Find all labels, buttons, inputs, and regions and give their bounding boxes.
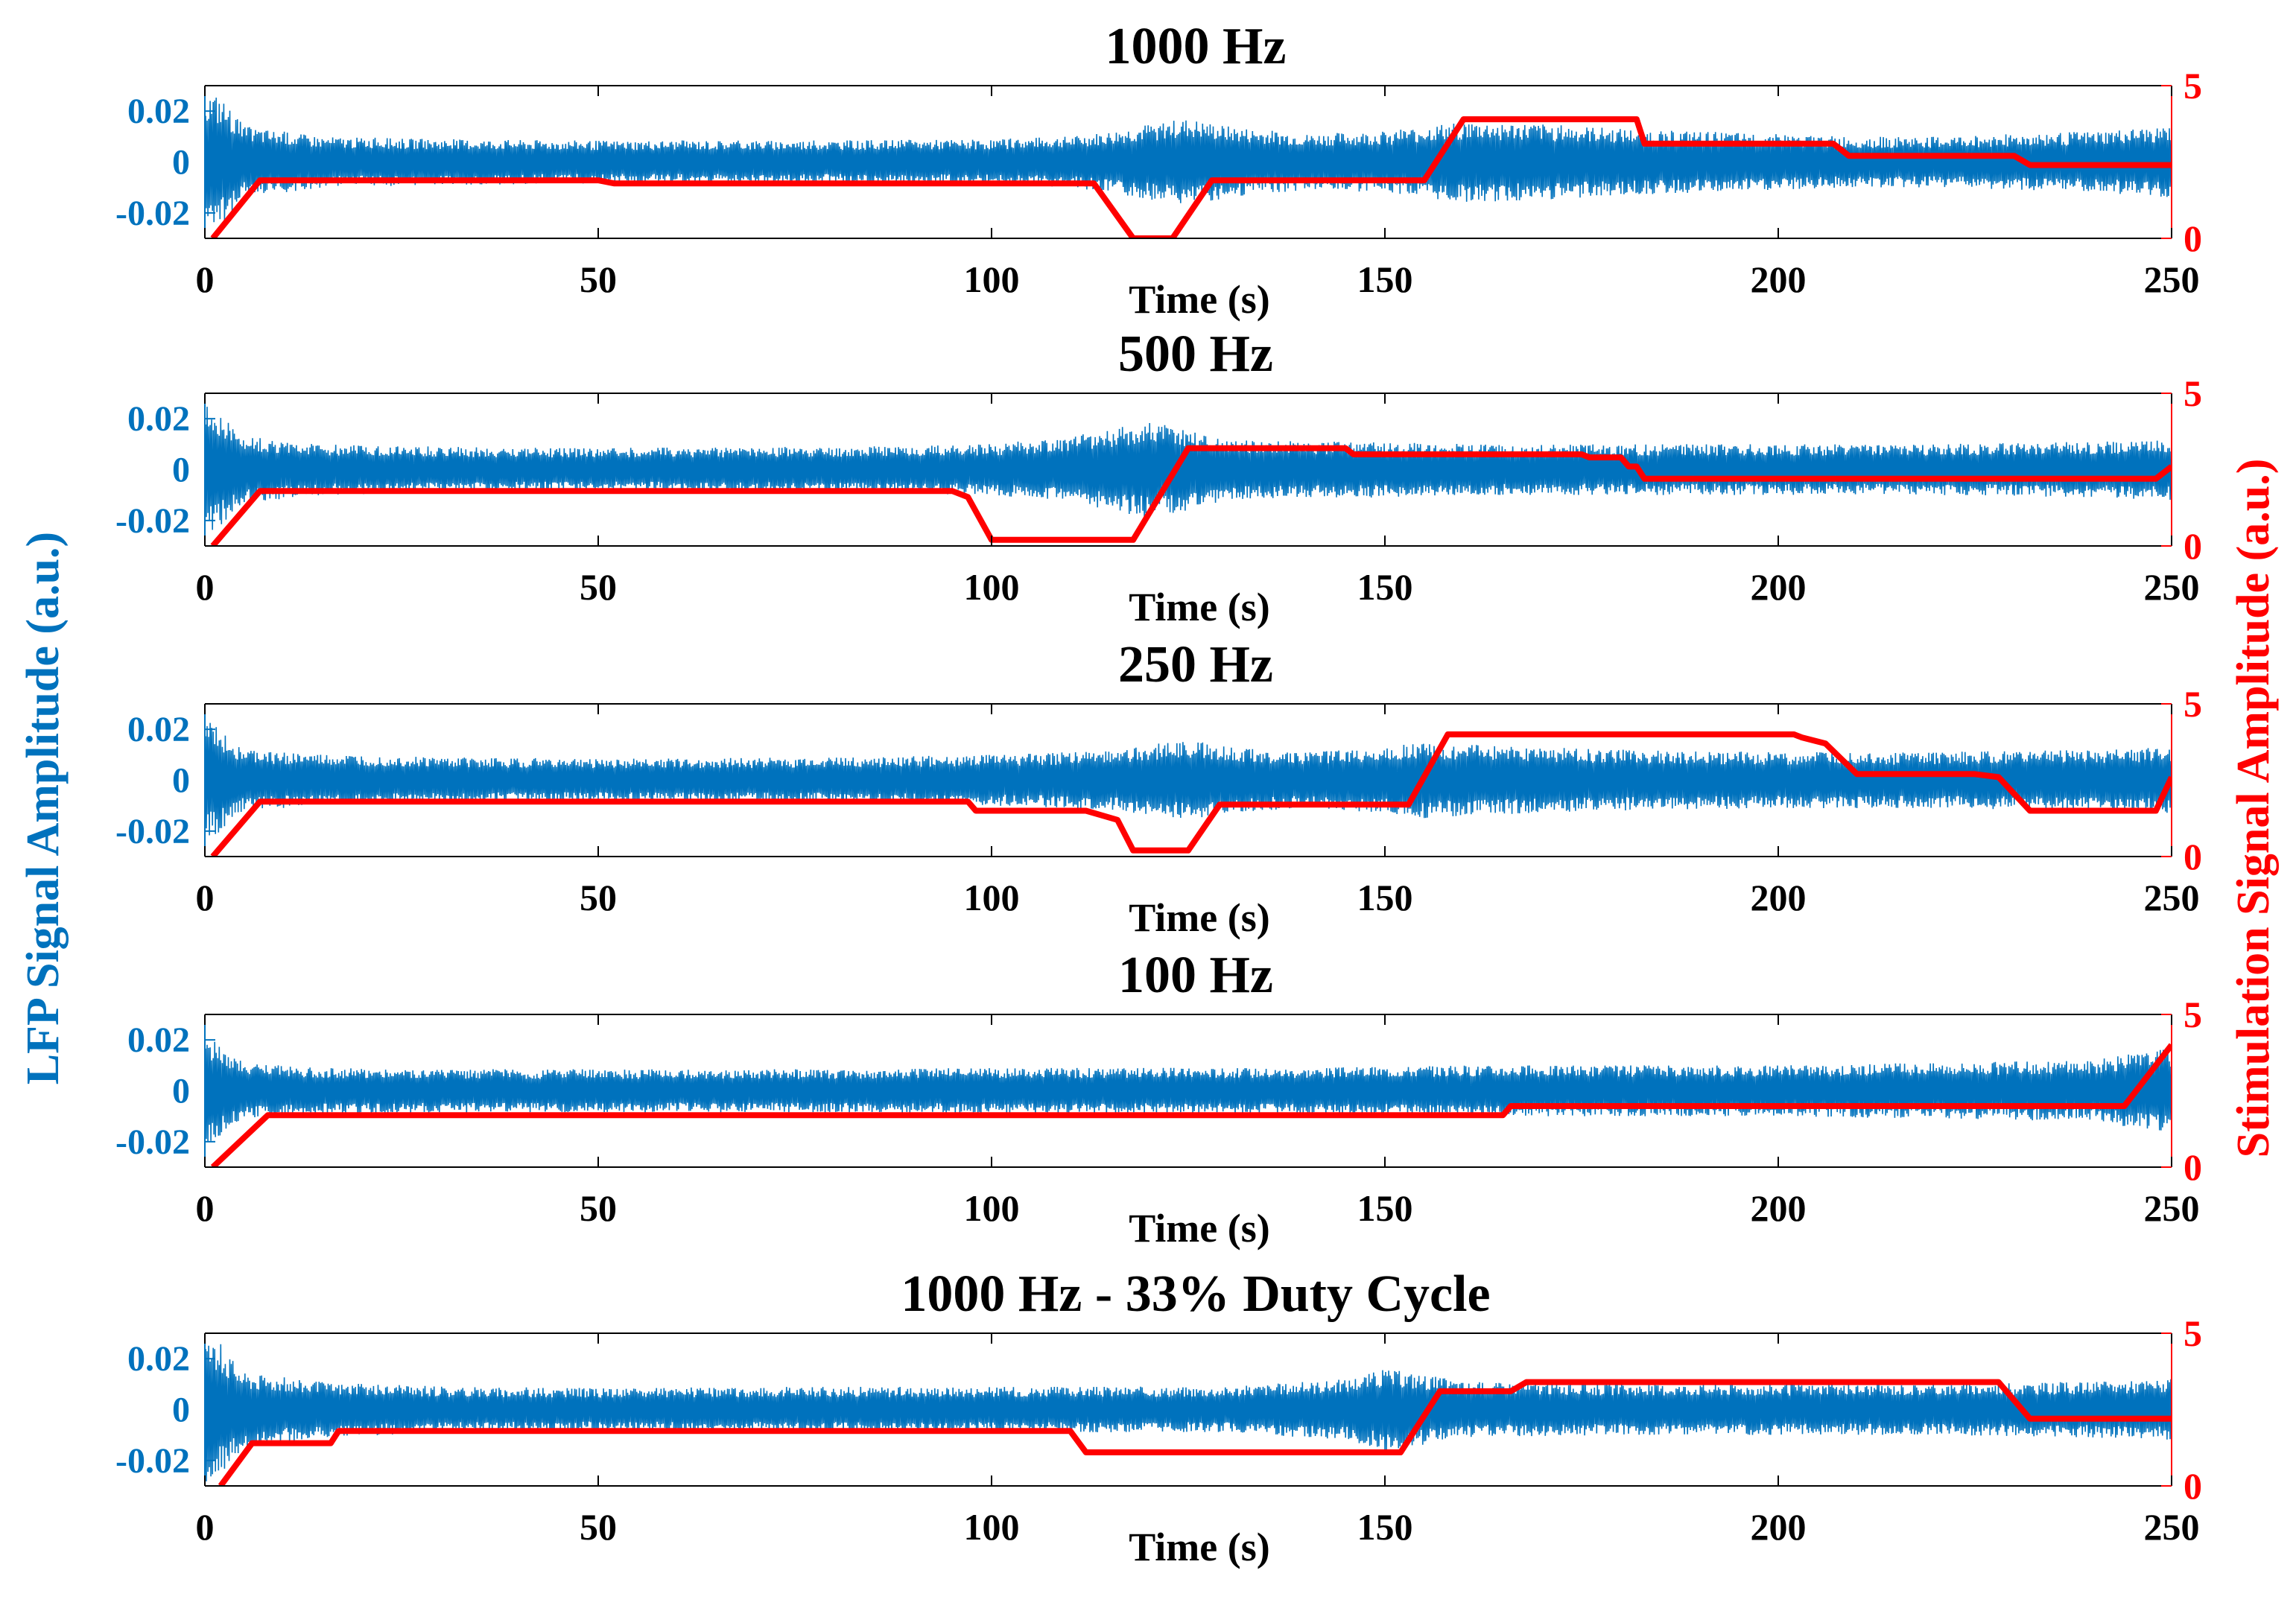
- lfp-signal-line: [205, 98, 2172, 223]
- x-tick-label: 250: [2144, 566, 2200, 608]
- x-axis-label: Time (s): [1129, 895, 1269, 940]
- x-tick-label: 0: [196, 1506, 215, 1548]
- x-tick-label: 250: [2144, 1187, 2200, 1229]
- x-axis-label: Time (s): [1129, 1525, 1269, 1569]
- stimulation-signal-line: [210, 116, 2172, 238]
- right-y-tick-label: 5: [2184, 683, 2202, 725]
- stimulation-signal-line: [218, 1379, 2172, 1486]
- x-tick-label: 200: [1751, 1506, 1807, 1548]
- right-y-tick-label: 0: [2184, 1465, 2202, 1507]
- x-tick-label: 50: [580, 1187, 617, 1229]
- stimulation-signal-line: [210, 731, 2172, 857]
- x-axis-label: Time (s): [1129, 1206, 1269, 1251]
- right-y-tick-label: 0: [2184, 217, 2202, 259]
- x-tick-label: 100: [964, 1187, 1020, 1229]
- x-tick-label: 0: [196, 258, 215, 300]
- x-axis-label: Time (s): [1129, 277, 1269, 322]
- x-tick-label: 50: [580, 877, 617, 918]
- left-y-tick-label: 0.02: [127, 399, 190, 439]
- right-y-tick-label: 0: [2184, 836, 2202, 877]
- x-tick-label: 150: [1357, 877, 1413, 918]
- subplot-title: 250 Hz: [1118, 636, 1273, 693]
- right-y-tick-label: 5: [2184, 65, 2202, 107]
- subplot-title: 100 Hz: [1118, 947, 1273, 1004]
- right-y-tick-label: 5: [2184, 372, 2202, 414]
- left-y-tick-label: -0.02: [115, 501, 190, 541]
- x-tick-label: 0: [196, 877, 215, 918]
- x-tick-label: 50: [580, 258, 617, 300]
- subplot-title: 1000 Hz - 33% Duty Cycle: [901, 1265, 1490, 1323]
- lfp-signal-line: [205, 1344, 2172, 1482]
- x-tick-label: 0: [196, 566, 215, 608]
- x-tick-label: 250: [2144, 877, 2200, 918]
- stimulation-signal-line: [210, 445, 2172, 546]
- x-axis-label: Time (s): [1129, 585, 1269, 629]
- x-tick-label: 150: [1357, 1506, 1413, 1548]
- left-y-tick-label: 0.02: [127, 92, 190, 131]
- left-y-tick-label: 0: [172, 451, 190, 490]
- left-y-axis-label: LFP Signal Amplitude (a.u.): [18, 532, 69, 1084]
- left-y-tick-label: 0: [172, 761, 190, 801]
- x-tick-label: 50: [580, 566, 617, 608]
- left-y-tick-label: 0: [172, 1391, 190, 1430]
- left-y-tick-label: 0.02: [127, 710, 190, 749]
- x-tick-label: 100: [964, 258, 1020, 300]
- left-y-tick-label: -0.02: [115, 194, 190, 233]
- x-tick-label: 200: [1751, 566, 1807, 608]
- lfp-signal-line: [205, 407, 2172, 530]
- lfp-signal-line: [205, 722, 2172, 836]
- left-y-tick-label: -0.02: [115, 1441, 190, 1481]
- x-tick-label: 250: [2144, 1506, 2200, 1548]
- left-y-tick-label: 0.02: [127, 1339, 190, 1379]
- left-y-tick-label: 0: [172, 1072, 190, 1111]
- left-y-tick-label: 0.02: [127, 1020, 190, 1060]
- x-tick-label: 50: [580, 1506, 617, 1548]
- right-y-tick-label: 0: [2184, 1146, 2202, 1188]
- x-tick-label: 0: [196, 1187, 215, 1229]
- x-tick-label: 150: [1357, 566, 1413, 608]
- x-tick-label: 250: [2144, 258, 2200, 300]
- right-y-tick-label: 0: [2184, 525, 2202, 567]
- x-tick-label: 100: [964, 1506, 1020, 1548]
- x-tick-label: 100: [964, 877, 1020, 918]
- x-tick-label: 150: [1357, 258, 1413, 300]
- left-y-tick-label: 0: [172, 143, 190, 182]
- left-y-tick-label: -0.02: [115, 1122, 190, 1162]
- lfp-signal-line: [205, 1041, 2172, 1142]
- x-tick-label: 200: [1751, 258, 1807, 300]
- right-y-tick-label: 5: [2184, 994, 2202, 1035]
- x-tick-label: 100: [964, 566, 1020, 608]
- subplot-title: 500 Hz: [1118, 325, 1273, 383]
- x-tick-label: 200: [1751, 1187, 1807, 1229]
- stimulation-signal-line: [210, 1043, 2172, 1167]
- x-tick-label: 200: [1751, 877, 1807, 918]
- left-y-tick-label: -0.02: [115, 812, 190, 851]
- subplot-title: 1000 Hz: [1105, 18, 1286, 75]
- right-y-tick-label: 5: [2184, 1312, 2202, 1354]
- right-y-axis-label: Stimulation Signal Amplitude (a.u.): [2228, 459, 2279, 1158]
- x-tick-label: 150: [1357, 1187, 1413, 1229]
